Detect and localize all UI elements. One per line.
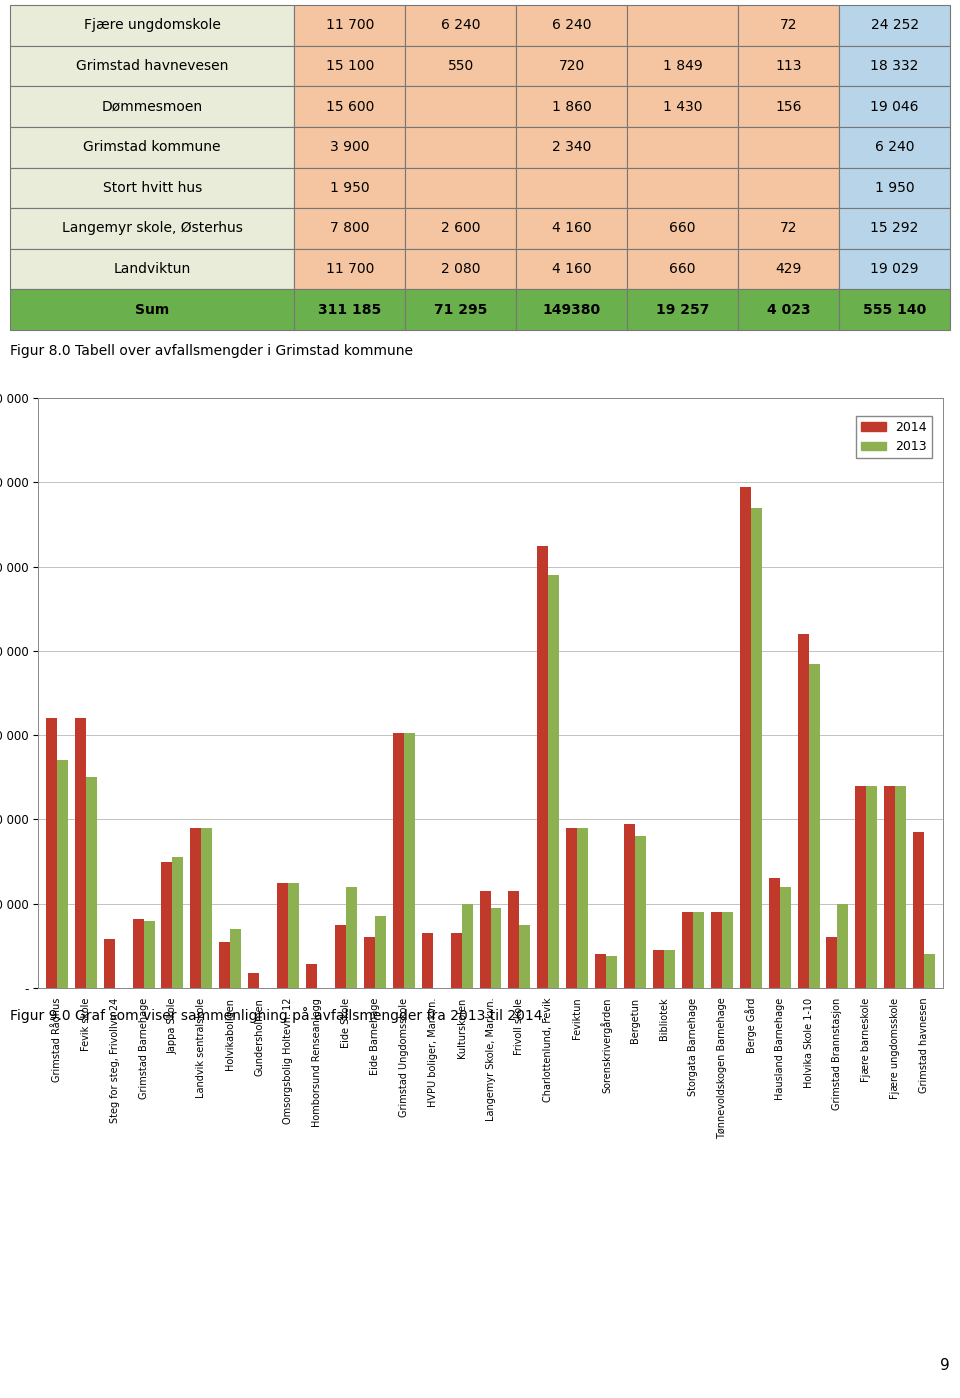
Bar bbox=[896, 786, 906, 988]
Bar bbox=[450, 934, 462, 988]
Bar bbox=[808, 664, 820, 988]
Bar bbox=[827, 938, 837, 988]
Bar bbox=[202, 828, 212, 988]
Bar bbox=[509, 891, 519, 988]
Bar bbox=[132, 918, 144, 988]
Bar bbox=[190, 828, 202, 988]
Bar bbox=[884, 786, 896, 988]
Bar bbox=[306, 965, 317, 988]
Bar bbox=[491, 907, 501, 988]
Bar bbox=[682, 911, 693, 988]
Bar bbox=[577, 828, 588, 988]
Bar bbox=[595, 955, 606, 988]
Bar bbox=[249, 973, 259, 988]
Bar bbox=[693, 911, 704, 988]
Bar bbox=[364, 938, 374, 988]
Bar bbox=[173, 857, 183, 988]
Bar bbox=[751, 507, 761, 988]
Bar bbox=[538, 545, 548, 988]
Bar bbox=[606, 956, 617, 988]
Bar bbox=[624, 823, 636, 988]
Bar bbox=[855, 786, 866, 988]
Bar bbox=[866, 786, 877, 988]
Bar bbox=[57, 761, 68, 988]
Bar bbox=[566, 828, 577, 988]
Bar bbox=[769, 878, 780, 988]
Bar bbox=[277, 882, 288, 988]
Bar bbox=[335, 925, 346, 988]
Bar bbox=[924, 955, 935, 988]
Bar bbox=[462, 903, 472, 988]
Bar bbox=[393, 734, 404, 988]
Text: Figur 9.0 Graf som viser sammenligning på avfallsmengder fra 2013 til 2014.: Figur 9.0 Graf som viser sammenligning p… bbox=[10, 1008, 547, 1023]
Bar bbox=[780, 886, 791, 988]
Bar bbox=[740, 487, 751, 988]
Bar bbox=[161, 861, 173, 988]
Bar bbox=[548, 575, 560, 988]
Bar bbox=[288, 882, 300, 988]
Text: 9: 9 bbox=[940, 1357, 950, 1373]
Bar bbox=[75, 719, 85, 988]
Bar bbox=[144, 920, 155, 988]
Text: Figur 8.0 Tabell over avfallsmengder i Grimstad kommune: Figur 8.0 Tabell over avfallsmengder i G… bbox=[10, 344, 413, 358]
Legend: 2014, 2013: 2014, 2013 bbox=[855, 417, 932, 459]
Bar bbox=[664, 951, 675, 988]
Bar bbox=[104, 939, 114, 988]
Bar bbox=[479, 891, 491, 988]
Bar bbox=[85, 777, 97, 988]
Bar bbox=[346, 886, 357, 988]
Bar bbox=[519, 925, 531, 988]
Bar bbox=[46, 719, 57, 988]
Bar bbox=[913, 832, 924, 988]
Bar bbox=[837, 903, 849, 988]
Bar bbox=[219, 942, 230, 988]
Bar bbox=[636, 836, 646, 988]
Bar bbox=[374, 916, 386, 988]
Bar bbox=[404, 734, 415, 988]
Bar bbox=[722, 911, 732, 988]
Bar bbox=[710, 911, 722, 988]
Bar bbox=[421, 934, 433, 988]
Bar bbox=[653, 951, 664, 988]
Bar bbox=[230, 930, 241, 988]
Bar bbox=[798, 635, 808, 988]
